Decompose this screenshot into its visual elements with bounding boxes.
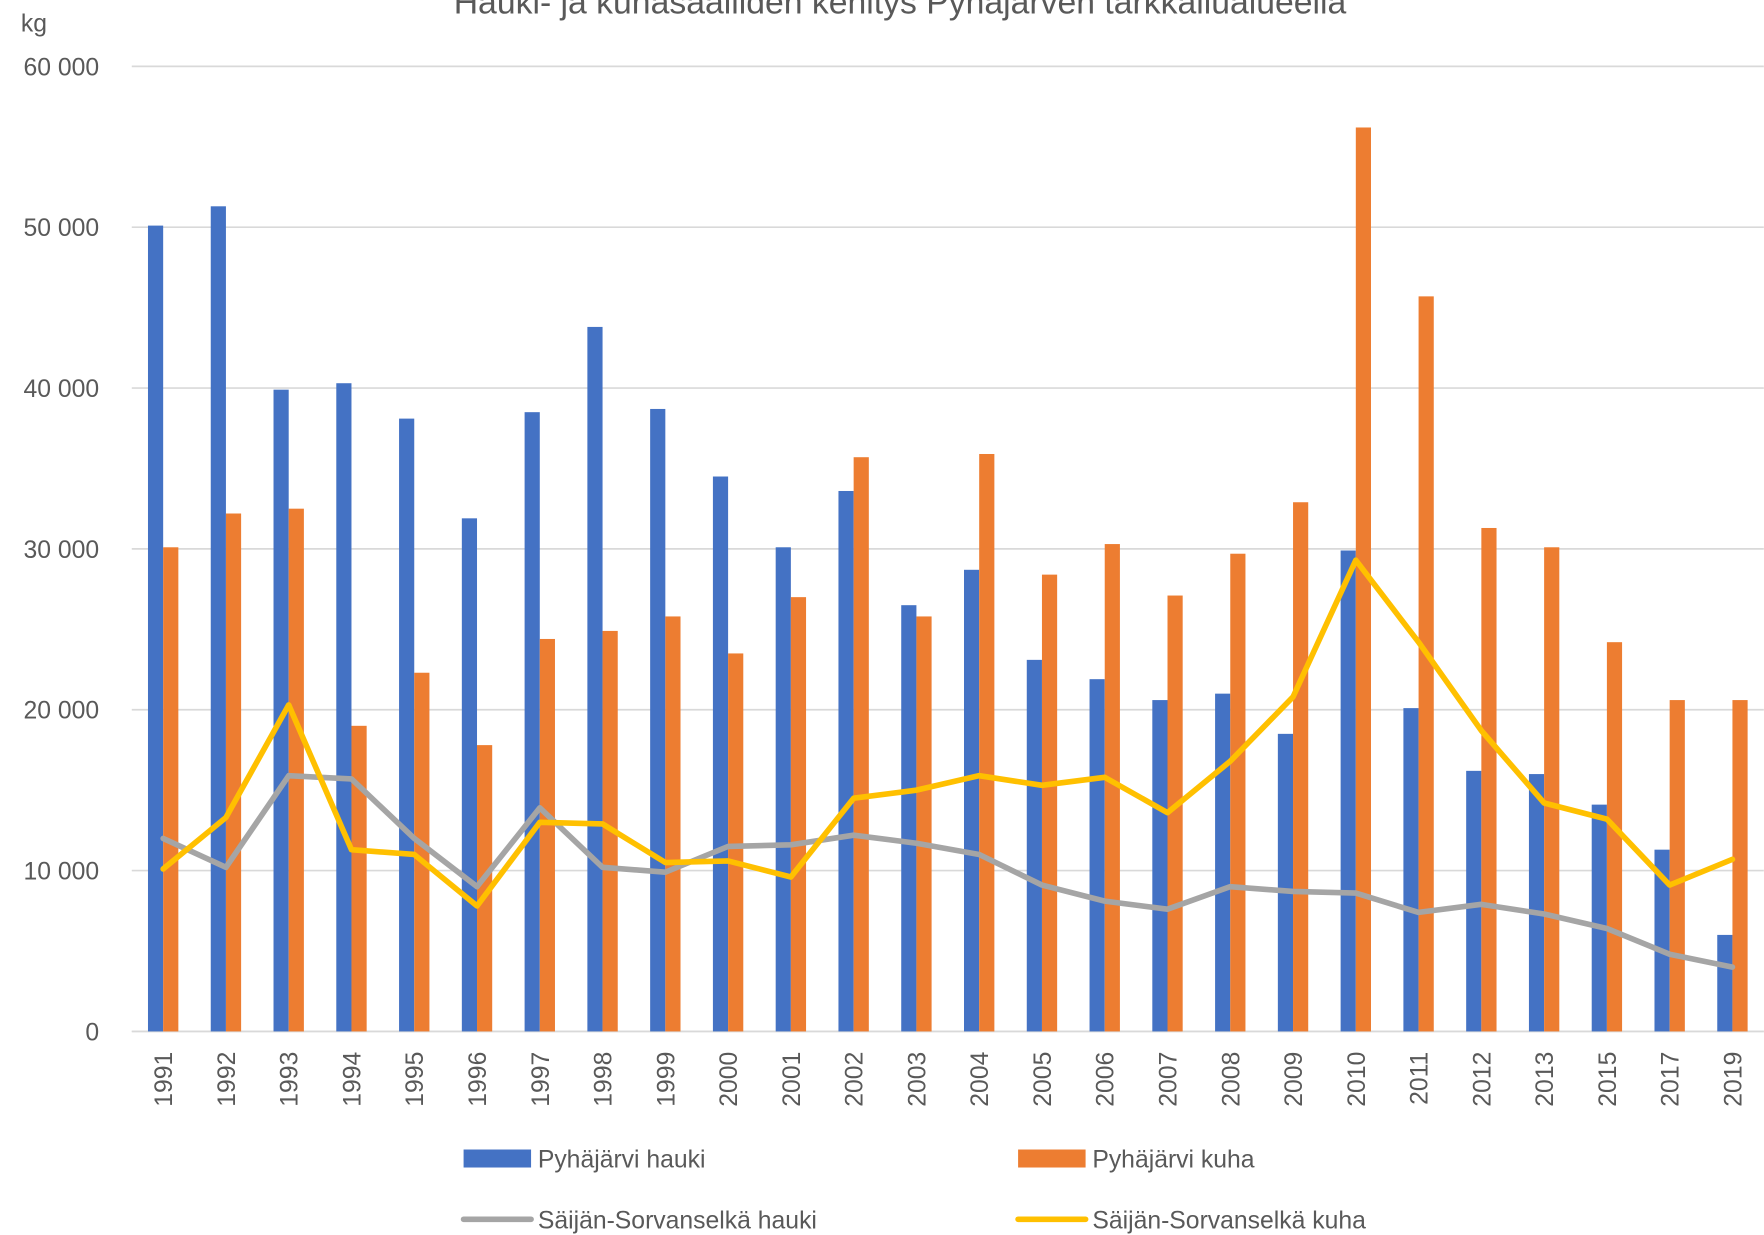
- bar: [147, 225, 164, 1032]
- bar: [351, 725, 367, 1032]
- bar: [1104, 544, 1120, 1032]
- bar: [1591, 804, 1607, 1032]
- y-tick-label: 10 000: [24, 859, 100, 886]
- bar: [1732, 700, 1748, 1032]
- x-tick-label: 2009: [1281, 1052, 1308, 1107]
- bar: [790, 597, 807, 1032]
- bar: [1089, 679, 1105, 1032]
- x-tick-label: 2002: [842, 1052, 869, 1107]
- x-tick-label: 2005: [1030, 1052, 1057, 1107]
- x-tick-label: 1999: [653, 1052, 680, 1107]
- bar: [225, 513, 242, 1032]
- bar: [1340, 550, 1356, 1032]
- bar: [273, 389, 289, 1032]
- bar: [1167, 595, 1183, 1032]
- bar: [901, 605, 917, 1032]
- y-tick-label: 40 000: [24, 376, 100, 403]
- bar: [916, 616, 932, 1032]
- x-tick-label: 2017: [1658, 1052, 1685, 1107]
- x-tick-label: 1994: [339, 1051, 366, 1106]
- bar: [1026, 659, 1042, 1032]
- x-tick-label: 1998: [591, 1052, 618, 1107]
- bar: [1277, 733, 1294, 1032]
- bar: [1669, 700, 1685, 1032]
- bar: [288, 508, 304, 1032]
- bar: [650, 408, 666, 1032]
- y-tick-label: 60 000: [24, 54, 100, 81]
- bar: [1544, 547, 1560, 1032]
- bar: [210, 206, 226, 1032]
- x-tick-label: 1995: [402, 1052, 429, 1107]
- x-tick-label: 1996: [465, 1052, 492, 1107]
- bar: [1215, 693, 1231, 1032]
- line: [160, 772, 1736, 970]
- y-tick-label: 20 000: [24, 698, 100, 725]
- bar: [1230, 553, 1246, 1032]
- x-tick-label: 2003: [904, 1052, 931, 1107]
- bar: [964, 569, 980, 1032]
- y-tick-label: 0: [85, 1019, 99, 1046]
- bar: [1152, 700, 1168, 1032]
- x-tick-label: 2007: [1155, 1052, 1182, 1107]
- bar: [477, 745, 493, 1032]
- x-tick-label: 2012: [1469, 1052, 1496, 1107]
- x-tick-label: 2008: [1218, 1052, 1245, 1107]
- bar: [775, 547, 791, 1032]
- bar: [587, 326, 603, 1032]
- x-tick-label: 1997: [528, 1052, 555, 1107]
- x-tick-label: 1991: [151, 1052, 178, 1107]
- bar: [712, 476, 729, 1032]
- bar: [539, 638, 555, 1032]
- bar: [1355, 127, 1371, 1032]
- bar: [1418, 296, 1434, 1032]
- x-tick-label: 2015: [1595, 1052, 1622, 1107]
- bar: [336, 383, 352, 1032]
- x-tick-label: 2004: [967, 1051, 994, 1106]
- x-tick-label: 1993: [277, 1052, 304, 1107]
- y-tick-label: 30 000: [24, 537, 100, 564]
- bar: [1528, 774, 1545, 1032]
- bar: [524, 412, 540, 1032]
- bar: [979, 453, 995, 1032]
- bar: [414, 672, 430, 1032]
- bar: [1481, 527, 1497, 1032]
- bar: [665, 616, 681, 1032]
- legend-label: Säijän-Sorvanselkä hauki: [538, 1207, 817, 1234]
- y-unit: kg: [21, 10, 47, 37]
- x-tick-label: 2001: [779, 1052, 806, 1107]
- bar: [1293, 502, 1309, 1032]
- legend-label: Säijän-Sorvanselkä kuha: [1092, 1207, 1366, 1234]
- legend-label: Pyhäjärvi hauki: [538, 1147, 706, 1174]
- bar: [838, 490, 854, 1032]
- legend-swatch: [463, 1149, 532, 1168]
- legend-label: Pyhäjärvi kuha: [1092, 1147, 1254, 1174]
- bar: [728, 653, 744, 1032]
- bar: [1466, 770, 1482, 1032]
- x-tick-label: 2019: [1720, 1052, 1747, 1107]
- x-tick-label: 2000: [716, 1052, 743, 1107]
- x-tick-label: 2010: [1344, 1052, 1371, 1107]
- bar: [399, 418, 415, 1032]
- x-tick-label: 2011: [1407, 1052, 1434, 1105]
- bar: [853, 457, 869, 1032]
- x-tick-label: 1992: [214, 1052, 241, 1107]
- bar: [1041, 574, 1058, 1032]
- line: [160, 557, 1736, 909]
- legend-swatch: [1018, 1149, 1086, 1168]
- x-tick-label: 2013: [1532, 1052, 1559, 1107]
- bar: [1654, 849, 1670, 1032]
- bar: [1606, 642, 1623, 1032]
- bar: [1403, 708, 1419, 1032]
- bar: [461, 518, 478, 1032]
- x-tick-label: 2006: [1093, 1052, 1120, 1107]
- bar: [163, 547, 179, 1032]
- y-tick-label: 50 000: [24, 215, 100, 242]
- bar: [1717, 934, 1733, 1032]
- chart-title: Hauki- ja kuhasaaliiden kehitys Pyhäjärv…: [454, 0, 1347, 21]
